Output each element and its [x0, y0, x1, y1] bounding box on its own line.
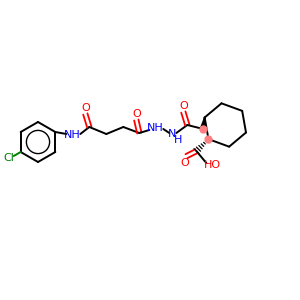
Text: O: O [81, 103, 90, 113]
Text: N: N [168, 129, 176, 139]
Text: HO: HO [204, 160, 221, 170]
Text: Cl: Cl [3, 153, 14, 163]
Text: O: O [180, 158, 189, 168]
Polygon shape [200, 118, 206, 129]
Text: O: O [132, 109, 141, 119]
Text: O: O [179, 101, 188, 111]
Text: H: H [174, 135, 182, 145]
Text: NH: NH [147, 123, 164, 133]
Text: NH: NH [64, 130, 81, 140]
